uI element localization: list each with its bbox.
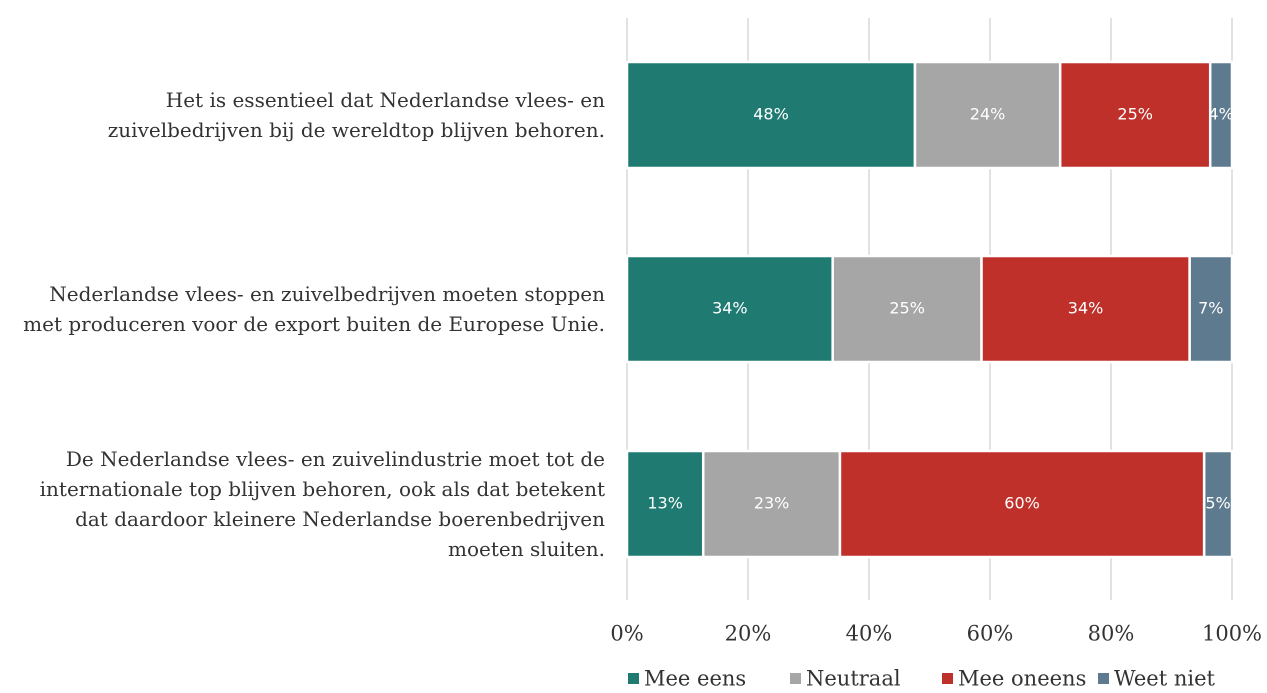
data-label: 7% [1198, 299, 1223, 318]
bar-segment [625, 254, 834, 364]
x-tick-label: 100% [1202, 622, 1262, 646]
data-label: 60% [1004, 494, 1040, 513]
data-label: 5% [1205, 494, 1230, 513]
data-label: 4% [1208, 105, 1233, 124]
data-label: 25% [889, 299, 925, 318]
category-label: De Nederlandse vlees- en zuivelindustrie… [10, 429, 605, 579]
bar-segment [625, 449, 705, 559]
data-label: 13% [647, 494, 683, 513]
category-text: De Nederlandse vlees- en zuivelindustrie… [39, 447, 605, 561]
data-label: 24% [970, 105, 1006, 124]
legend-swatch [628, 673, 639, 684]
x-tick-label: 80% [1088, 622, 1135, 646]
category-text: Het is essentieel dat Nederlandse vlees-… [107, 88, 605, 142]
data-label: 25% [1117, 105, 1153, 124]
x-tick-label: 0% [610, 622, 643, 646]
bar-segment [625, 60, 917, 170]
bar-segment [1202, 449, 1234, 559]
bar-segment [980, 254, 1191, 364]
data-label: 34% [712, 299, 748, 318]
data-label: 34% [1068, 299, 1104, 318]
category-label: Nederlandse vlees- en zuivelbedrijven mo… [10, 234, 605, 384]
bar-segment [1058, 60, 1212, 170]
x-tick-label: 40% [846, 622, 893, 646]
x-tick-label: 20% [725, 622, 772, 646]
legend-label: Neutraal [806, 667, 901, 691]
data-label: 23% [754, 494, 790, 513]
legend-swatch [942, 673, 953, 684]
x-tick-label: 60% [967, 622, 1014, 646]
bar-segment [1208, 60, 1234, 170]
legend-label: Weet niet [1114, 667, 1216, 691]
legend-label: Mee oneens [958, 667, 1086, 691]
legend-swatch [790, 673, 801, 684]
bar-segment [701, 449, 842, 559]
bar-segment [1188, 254, 1234, 364]
bar-segment [838, 449, 1206, 559]
legend-swatch [1098, 673, 1109, 684]
legend-label: Mee eens [644, 667, 746, 691]
category-text: Nederlandse vlees- en zuivelbedrijven mo… [23, 282, 605, 336]
data-label: 48% [753, 105, 789, 124]
category-label: Het is essentieel dat Nederlandse vlees-… [10, 40, 605, 190]
